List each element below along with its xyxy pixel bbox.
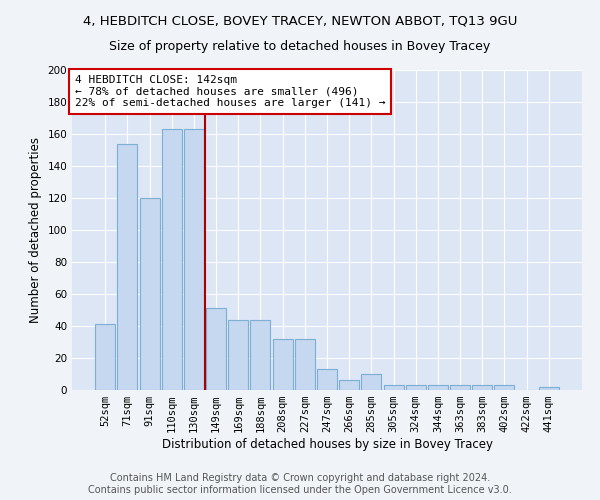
Bar	[206, 308, 226, 390]
Bar	[361, 374, 382, 390]
Bar	[184, 129, 204, 390]
Bar	[162, 129, 182, 390]
Bar	[339, 380, 359, 390]
X-axis label: Distribution of detached houses by size in Bovey Tracey: Distribution of detached houses by size …	[161, 438, 493, 451]
Text: Contains HM Land Registry data © Crown copyright and database right 2024.
Contai: Contains HM Land Registry data © Crown c…	[88, 474, 512, 495]
Bar	[228, 320, 248, 390]
Bar	[118, 144, 137, 390]
Bar	[383, 385, 404, 390]
Text: Size of property relative to detached houses in Bovey Tracey: Size of property relative to detached ho…	[109, 40, 491, 53]
Bar	[428, 385, 448, 390]
Bar	[450, 385, 470, 390]
Bar	[494, 385, 514, 390]
Bar	[406, 385, 426, 390]
Bar	[472, 385, 492, 390]
Bar	[317, 369, 337, 390]
Text: 4 HEBDITCH CLOSE: 142sqm
← 78% of detached houses are smaller (496)
22% of semi-: 4 HEBDITCH CLOSE: 142sqm ← 78% of detach…	[74, 75, 385, 108]
Bar	[539, 387, 559, 390]
Bar	[140, 198, 160, 390]
Text: 4, HEBDITCH CLOSE, BOVEY TRACEY, NEWTON ABBOT, TQ13 9GU: 4, HEBDITCH CLOSE, BOVEY TRACEY, NEWTON …	[83, 15, 517, 28]
Bar	[250, 320, 271, 390]
Y-axis label: Number of detached properties: Number of detached properties	[29, 137, 42, 323]
Bar	[295, 339, 315, 390]
Bar	[95, 324, 115, 390]
Bar	[272, 339, 293, 390]
